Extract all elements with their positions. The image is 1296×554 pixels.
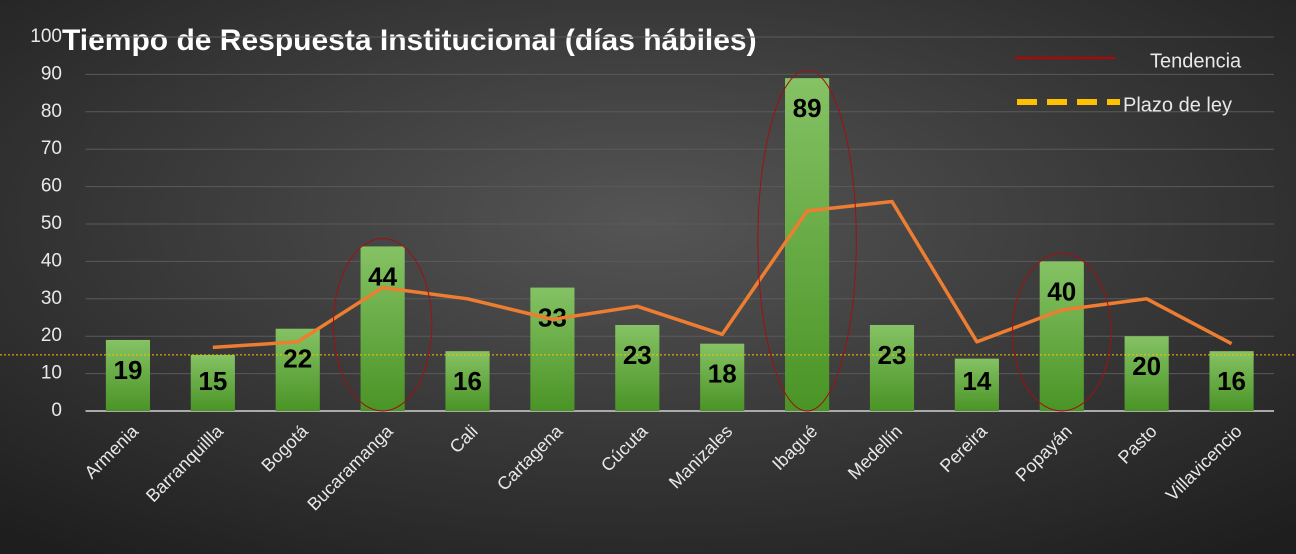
y-tick-label: 70 bbox=[41, 138, 62, 159]
highlight-ellipse bbox=[1012, 252, 1112, 412]
chart-title: Tiempo de Respuesta Institucional (días … bbox=[62, 24, 757, 57]
bar bbox=[1124, 336, 1169, 411]
y-tick-label: 80 bbox=[41, 101, 62, 122]
y-tick-label: 0 bbox=[51, 400, 62, 421]
bar bbox=[190, 354, 235, 411]
y-tick-label: 20 bbox=[41, 325, 62, 346]
bar bbox=[615, 324, 660, 411]
bar bbox=[445, 351, 490, 411]
y-tick-label: 40 bbox=[41, 250, 62, 271]
y-tick-label: 50 bbox=[41, 213, 62, 234]
bar bbox=[954, 358, 999, 411]
data-label: 20 bbox=[1132, 351, 1161, 381]
bar bbox=[785, 78, 830, 411]
y-tick-label: 90 bbox=[41, 63, 62, 84]
bar bbox=[869, 324, 915, 411]
bar bbox=[105, 339, 151, 411]
data-label: 15 bbox=[198, 366, 227, 396]
data-label: 16 bbox=[1217, 366, 1246, 396]
trend-line bbox=[212, 199, 1233, 350]
data-label: 16 bbox=[453, 366, 482, 396]
data-label: 40 bbox=[1047, 276, 1076, 306]
highlight-ellipse bbox=[757, 69, 857, 412]
highlight-ellipse bbox=[332, 237, 433, 412]
data-label: 89 bbox=[793, 93, 822, 123]
legend-label: Tendencia bbox=[1150, 50, 1242, 72]
y-tick-label: 60 bbox=[41, 176, 62, 197]
bar bbox=[360, 246, 405, 411]
data-label: 23 bbox=[623, 340, 652, 370]
bar bbox=[1209, 351, 1254, 411]
legend-label: Plazo de ley bbox=[1123, 94, 1232, 116]
y-tick-label: 100 bbox=[30, 26, 62, 47]
y-tick-label: 30 bbox=[41, 288, 62, 309]
bar bbox=[530, 287, 575, 411]
bar bbox=[1039, 261, 1084, 411]
data-label: 23 bbox=[878, 340, 907, 370]
data-label: 19 bbox=[113, 355, 142, 385]
data-label: 14 bbox=[962, 366, 991, 396]
y-tick-label: 10 bbox=[41, 363, 62, 384]
data-label: 22 bbox=[283, 344, 312, 374]
data-label: 18 bbox=[708, 359, 737, 389]
